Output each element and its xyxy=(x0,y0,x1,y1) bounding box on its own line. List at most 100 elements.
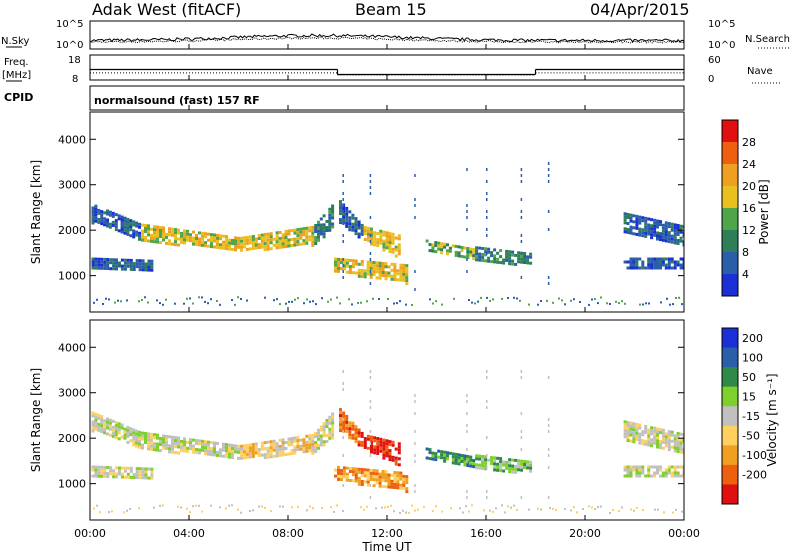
scatter-cell xyxy=(126,220,130,224)
streak-cell xyxy=(520,276,523,279)
scatter-cell xyxy=(94,213,98,217)
streak-cell xyxy=(466,228,468,231)
noise-cell xyxy=(486,296,488,299)
scatter-cell xyxy=(472,465,476,469)
scatter-cell xyxy=(656,237,659,241)
scatter-cell xyxy=(106,417,109,421)
scatter-cell xyxy=(466,247,470,250)
scatter-cell xyxy=(460,454,464,457)
scatter-cell xyxy=(345,209,349,213)
scatter-cell xyxy=(213,239,216,243)
scatter-cell xyxy=(317,431,320,435)
streak-cell xyxy=(547,228,550,231)
scatter-cell xyxy=(399,278,403,282)
scatter-cell xyxy=(354,229,358,233)
scatter-cell xyxy=(342,258,346,262)
scatter-cell xyxy=(135,224,139,228)
scatter-cell xyxy=(635,232,639,236)
scatter-cell xyxy=(366,226,370,230)
scatter-cell xyxy=(425,447,429,451)
streak-cell xyxy=(466,210,468,213)
scatter-cell xyxy=(342,475,346,479)
noise-right-tick-bottom: 10^0 xyxy=(708,40,735,51)
scatter-cell xyxy=(405,487,409,491)
scatter-cell xyxy=(508,253,512,257)
scatter-cell xyxy=(240,453,243,457)
colorbar-frame xyxy=(721,327,739,505)
noise-cell xyxy=(126,299,128,302)
scatter-cell xyxy=(174,439,177,443)
scatter-cell xyxy=(390,482,394,486)
scatter-cell xyxy=(251,446,255,449)
scatter-cell xyxy=(405,478,409,482)
scatter-cell xyxy=(520,254,524,258)
scatter-cell xyxy=(180,240,183,244)
streak-cell xyxy=(342,222,344,225)
scatter-cell xyxy=(337,257,340,261)
noise-cell xyxy=(540,508,542,511)
scatter-cell xyxy=(388,238,392,242)
scatter-cell xyxy=(308,443,312,447)
scatter-cell xyxy=(225,238,228,242)
streak-cell xyxy=(414,288,416,291)
scatter-cell xyxy=(213,245,216,249)
scatter-cell xyxy=(147,476,151,480)
scatter-cell xyxy=(357,434,361,438)
scatter-cell xyxy=(360,434,364,438)
scatter-cell xyxy=(363,226,367,229)
scatter-cell xyxy=(376,244,380,247)
scatter-cell xyxy=(153,234,156,238)
scatter-cell xyxy=(382,438,386,442)
scatter-cell xyxy=(204,446,207,450)
scatter-cell xyxy=(319,440,323,444)
scatter-cell xyxy=(650,224,654,228)
streak-cell xyxy=(486,192,488,195)
scatter-cell xyxy=(100,468,104,472)
scatter-cell xyxy=(635,257,639,261)
scatter-cell xyxy=(673,223,677,227)
scatter-cell xyxy=(508,458,512,462)
scatter-cell xyxy=(118,261,121,265)
noise-cell xyxy=(573,298,575,301)
scatter-cell xyxy=(629,474,633,478)
scatter-cell xyxy=(240,456,243,460)
scatter-cell xyxy=(682,465,684,469)
scatter-cell xyxy=(106,264,110,267)
scatter-cell xyxy=(97,260,101,264)
scatter-cell xyxy=(311,228,315,232)
scatter-cell xyxy=(379,449,383,453)
velocity-colorbar-label: Velocity [m s⁻¹] xyxy=(765,373,779,466)
noise-cell xyxy=(231,504,233,507)
scatter-cell xyxy=(117,425,121,429)
scatter-cell xyxy=(667,231,671,235)
scatter-cell xyxy=(463,454,467,458)
scatter-cell xyxy=(141,431,144,435)
scatter-cell xyxy=(673,229,677,233)
scatter-cell xyxy=(623,212,627,216)
scatter-cell xyxy=(635,471,639,475)
scatter-cell xyxy=(626,228,630,231)
scatter-cell xyxy=(667,263,671,267)
scatter-cell xyxy=(339,221,342,225)
scatter-cell xyxy=(397,237,401,241)
scatter-cell xyxy=(317,443,320,447)
scatter-cell xyxy=(129,228,133,232)
streak-cell xyxy=(520,198,523,201)
y-tick-label: 3000 xyxy=(58,179,86,192)
scatter-cell xyxy=(659,431,662,435)
scatter-cell xyxy=(117,431,121,435)
scatter-cell xyxy=(103,223,107,227)
scatter-cell xyxy=(526,466,530,470)
scatter-cell xyxy=(135,438,139,442)
scatter-cell xyxy=(138,467,142,471)
scatter-cell xyxy=(653,474,657,478)
noise-cell xyxy=(249,510,251,512)
scatter-cell xyxy=(129,439,133,443)
scatter-cell xyxy=(650,227,654,231)
scatter-cell xyxy=(94,204,98,208)
streak-cell xyxy=(369,418,372,421)
scatter-cell xyxy=(325,229,329,232)
scatter-cell xyxy=(120,475,124,479)
